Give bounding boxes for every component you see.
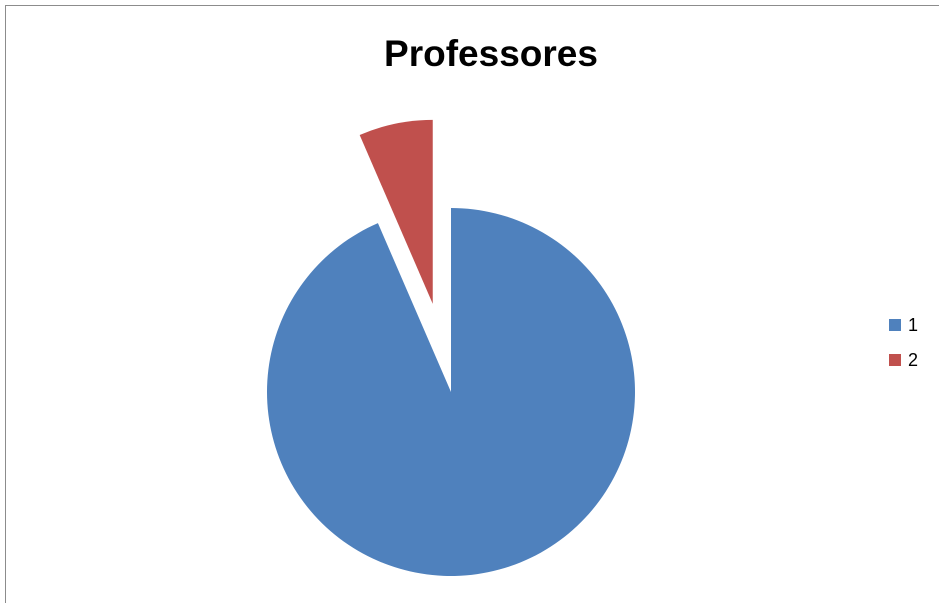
pie-slice-2 (359, 119, 433, 304)
chart-title: Professores (384, 33, 598, 74)
legend-item-1: 1 (889, 314, 918, 336)
legend-label-1: 1 (908, 314, 919, 335)
legend-item-2: 2 (889, 349, 918, 371)
legend: 1 2 (889, 314, 918, 384)
pie-slice-1 (267, 208, 635, 576)
legend-swatch-2 (889, 354, 901, 366)
legend-label-2: 2 (908, 349, 919, 370)
legend-swatch-1 (889, 319, 901, 331)
